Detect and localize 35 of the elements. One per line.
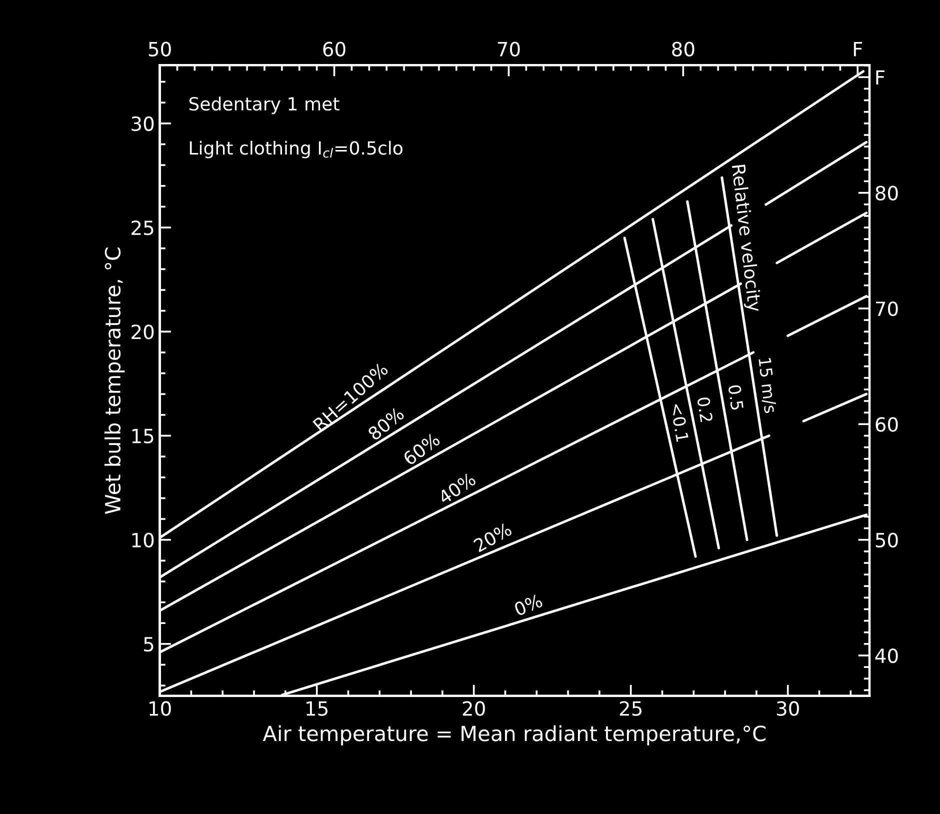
x2-tick-label: 60	[323, 42, 346, 56]
text: 40%	[437, 472, 477, 505]
annotation: Relative velocity	[728, 164, 762, 312]
x-axis-title: Air temperature = Mean radiant temperature,°C	[262, 725, 766, 746]
y2-tick-label: 50	[876, 532, 898, 548]
text: 20%	[472, 522, 513, 553]
text: 60%	[402, 432, 441, 466]
text: 0.2	[696, 396, 713, 422]
text: <0.1	[670, 403, 689, 442]
y2-tick-label: 80	[876, 186, 898, 200]
y-axis-title: Wet bulb temperature, °C	[104, 248, 125, 514]
x-tick-label: 15	[306, 701, 328, 716]
y2-tick-label: 70	[876, 301, 898, 316]
annotation: Sedentary 1 met	[189, 96, 340, 114]
y-tick-label: 5	[144, 637, 154, 652]
x-tick-label: 30	[776, 701, 799, 716]
x-tick-label: 10	[150, 701, 171, 716]
y-tick-label: 25	[132, 220, 154, 236]
annotation: Light clothing I$_{cl}$=0.5clo	[190, 140, 402, 158]
x2-tick-label: 50	[148, 42, 171, 56]
y2-tick-label: F	[876, 70, 884, 85]
y-tick-label: 20	[132, 324, 154, 340]
text: 0.5	[728, 384, 744, 410]
text: 15 m/s	[757, 358, 777, 414]
x2-tick-label: 80	[672, 42, 694, 56]
x-tick-label: 25	[620, 701, 642, 716]
x2-tick-label: 70	[498, 42, 520, 56]
text: 0%	[513, 594, 544, 616]
y-tick-label: 10	[132, 532, 154, 548]
y-tick-label: 30	[132, 116, 154, 132]
x2-tick-label: F	[854, 42, 862, 56]
x-tick-label: 20	[462, 701, 485, 716]
y2-tick-label: 60	[876, 417, 898, 432]
y2-tick-label: 40	[875, 648, 898, 664]
y-tick-label: 15	[132, 428, 154, 444]
